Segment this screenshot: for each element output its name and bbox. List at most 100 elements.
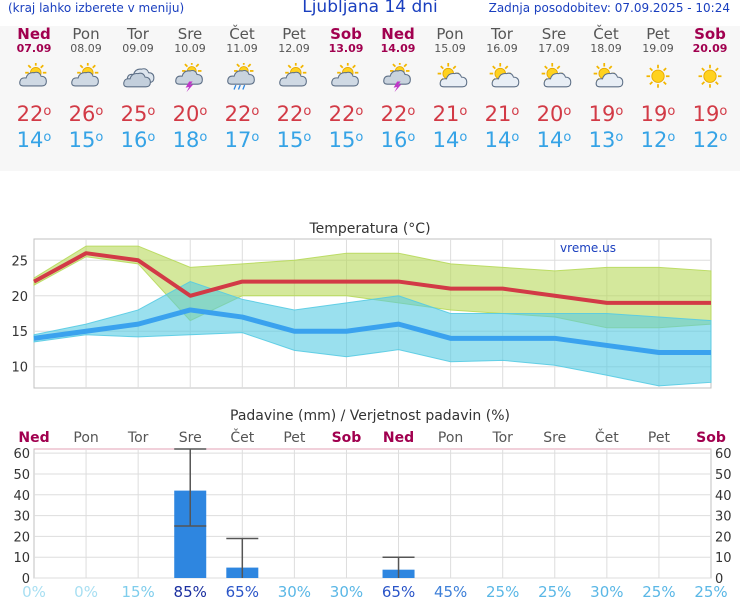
min-temperature-value: 13 [588, 128, 616, 152]
degree-symbol: o [303, 130, 312, 145]
temperature-y-tick: 20 [11, 290, 28, 305]
precipitation-chart-title: Padavine (mm) / Verjetnost padavin (%) [230, 408, 510, 424]
degree-symbol: o [511, 104, 520, 119]
min-temperature: 17o [216, 129, 268, 151]
day-forecast[interactable]: Tor 09.09 25o 16o [112, 26, 164, 152]
mostly-sunny-icon [437, 63, 468, 88]
day-forecast[interactable]: Sob 20.09 19o 12o [684, 26, 736, 152]
day-date: 19.09 [642, 42, 674, 55]
max-temperature: 21o [476, 103, 528, 125]
precipitation-probability: 25% [538, 583, 571, 600]
day-forecast[interactable]: Čet 18.09 19o 13o [580, 26, 632, 152]
cloudy-icon [123, 68, 155, 88]
min-temperature-value: 16 [120, 128, 148, 152]
partly-cloudy-icon [71, 63, 99, 87]
day-forecast[interactable]: Pon 15.09 21o 14o [424, 26, 476, 152]
day-date: 17.09 [538, 42, 570, 55]
day-name: Ned [381, 25, 415, 43]
max-temperature: 22o [268, 103, 320, 125]
precipitation-y-tick-right: 40 [715, 489, 732, 504]
max-temperature: 20o [164, 103, 216, 125]
day-name: Pon [72, 25, 100, 43]
max-temperature-value: 26 [68, 102, 96, 126]
min-temperature: 14o [8, 129, 60, 151]
day-name: Ned [17, 25, 51, 43]
precipitation-day-label: Tor [127, 430, 149, 446]
day-date: 18.09 [590, 42, 622, 55]
temperature-y-tick: 10 [11, 361, 28, 376]
degree-symbol: o [199, 130, 208, 145]
min-temperature-line [33, 307, 711, 356]
day-forecast[interactable]: Sre 10.09 20o 18o [164, 26, 216, 152]
max-temperature: 19o [580, 103, 632, 125]
min-temperature-value: 15 [276, 128, 304, 152]
degree-symbol: o [355, 130, 364, 145]
day-date: 07.09 [16, 42, 52, 55]
max-temperature-value: 22 [380, 102, 408, 126]
degree-symbol: o [615, 104, 624, 119]
precipitation-y-tick-left: 50 [13, 468, 30, 483]
degree-symbol: o [95, 130, 104, 145]
degree-symbol: o [43, 104, 52, 119]
degree-symbol: o [147, 104, 156, 119]
max-temperature-value: 22 [328, 102, 356, 126]
day-forecast[interactable]: Pet 12.09 22o 15o [268, 26, 320, 152]
temperature-y-tick: 25 [11, 254, 28, 269]
min-temperature-value: 12 [640, 128, 668, 152]
precipitation-probability: 30% [330, 583, 363, 600]
min-temperature: 18o [164, 129, 216, 151]
precipitation-probability: 65% [382, 583, 415, 600]
min-temperature: 12o [632, 129, 684, 151]
day-date: 12.09 [278, 42, 310, 55]
region-hint[interactable]: (kraj lahko izberete v meniju) [8, 1, 185, 15]
day-forecast[interactable]: Pet 19.09 19o 12o [632, 26, 684, 152]
min-temperature-value: 17 [224, 128, 252, 152]
precipitation-probability: 30% [590, 583, 623, 600]
precipitation-y-tick-left: 60 [13, 447, 30, 462]
max-temperature: 20o [528, 103, 580, 125]
precipitation-day-label: Pon [438, 430, 463, 446]
min-temperature-value: 15 [68, 128, 96, 152]
day-forecast[interactable]: Čet 11.09 22o 17o [216, 26, 268, 152]
min-temperature-range-band [33, 281, 712, 387]
max-temperature-value: 19 [640, 102, 668, 126]
min-temperature-value: 14 [536, 128, 564, 152]
precipitation-probability: 85% [174, 583, 207, 600]
degree-symbol: o [719, 130, 728, 145]
rain-showers-icon [227, 63, 255, 90]
day-date: 13.09 [328, 42, 364, 55]
temperature-chart-title: Temperatura (°C) [308, 221, 430, 237]
max-temperature-value: 22 [224, 102, 252, 126]
day-forecast[interactable]: Tor 16.09 21o 14o [476, 26, 528, 152]
degree-symbol: o [511, 130, 520, 145]
precipitation-y-tick-right: 10 [715, 551, 732, 566]
min-temperature-value: 14 [16, 128, 44, 152]
max-temperature: 22o [8, 103, 60, 125]
partly-cloudy-icon [279, 63, 307, 87]
day-forecast[interactable]: Pon 08.09 26o 15o [60, 25, 112, 152]
precipitation-y-tick-right: 50 [715, 468, 732, 483]
degree-symbol: o [615, 130, 624, 145]
partly-cloudy-icon [19, 63, 47, 87]
thunderstorm-icon [175, 63, 203, 93]
precipitation-day-label: Pet [648, 430, 671, 446]
precipitation-y-tick-left: 0 [22, 572, 30, 587]
precipitation-plot-area [33, 448, 712, 579]
day-forecast[interactable]: Sob 13.09 22o 15o [320, 26, 372, 152]
min-temperature-value: 16 [380, 128, 408, 152]
max-temperature-line [33, 251, 711, 305]
sunny-icon [698, 64, 722, 88]
header: (kraj lahko izberete v meniju) Ljubljana… [0, 0, 740, 22]
day-forecast[interactable]: Ned 07.09 22o 14o [8, 25, 60, 152]
degree-symbol: o [355, 104, 364, 119]
mostly-sunny-icon [593, 63, 624, 88]
min-temperature-value: 18 [172, 128, 200, 152]
day-forecast[interactable]: Ned 14.09 22o 16o [372, 25, 424, 152]
day-forecast[interactable]: Sre 17.09 20o 14o [528, 26, 580, 152]
degree-symbol: o [667, 104, 676, 119]
max-temperature-value: 22 [276, 102, 304, 126]
precipitation-day-label: Sob [696, 430, 726, 446]
precipitation-day-label: Čet [595, 428, 619, 446]
degree-symbol: o [43, 130, 52, 145]
max-temperature-value: 25 [120, 102, 148, 126]
